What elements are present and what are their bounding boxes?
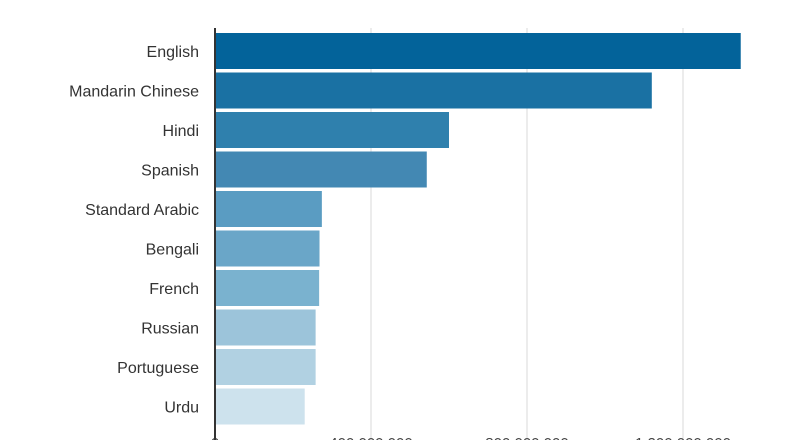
category-label: Urdu [164, 400, 199, 417]
x-tick-label: 1,200,000,000 [635, 435, 731, 440]
category-label: Bengali [146, 242, 199, 259]
bars [215, 33, 741, 425]
category-label: French [149, 281, 199, 298]
bar [215, 151, 427, 188]
category-label: Standard Arabic [85, 202, 199, 219]
category-label: Mandarin Chinese [69, 84, 199, 101]
bar [215, 112, 449, 148]
category-labels: English Mandarin Chinese Hindi Spanish Stand… [69, 44, 199, 417]
bar [215, 230, 320, 267]
x-tick-label: 800,000,000 [485, 435, 568, 440]
category-label: Spanish [141, 163, 199, 180]
category-label: Hindi [163, 123, 199, 140]
x-tick-labels: 0400,000,000800,000,0001,200,000,000 [211, 435, 731, 440]
bar [215, 309, 316, 346]
category-label: English [147, 44, 199, 61]
x-tick-label: 400,000,000 [329, 435, 412, 440]
bar [215, 388, 305, 425]
bar [215, 270, 320, 306]
category-label: Portuguese [117, 360, 199, 377]
category-label: Russian [141, 321, 199, 338]
bar [215, 33, 741, 69]
bar [215, 349, 316, 385]
bar [215, 72, 652, 109]
bar [215, 191, 322, 227]
